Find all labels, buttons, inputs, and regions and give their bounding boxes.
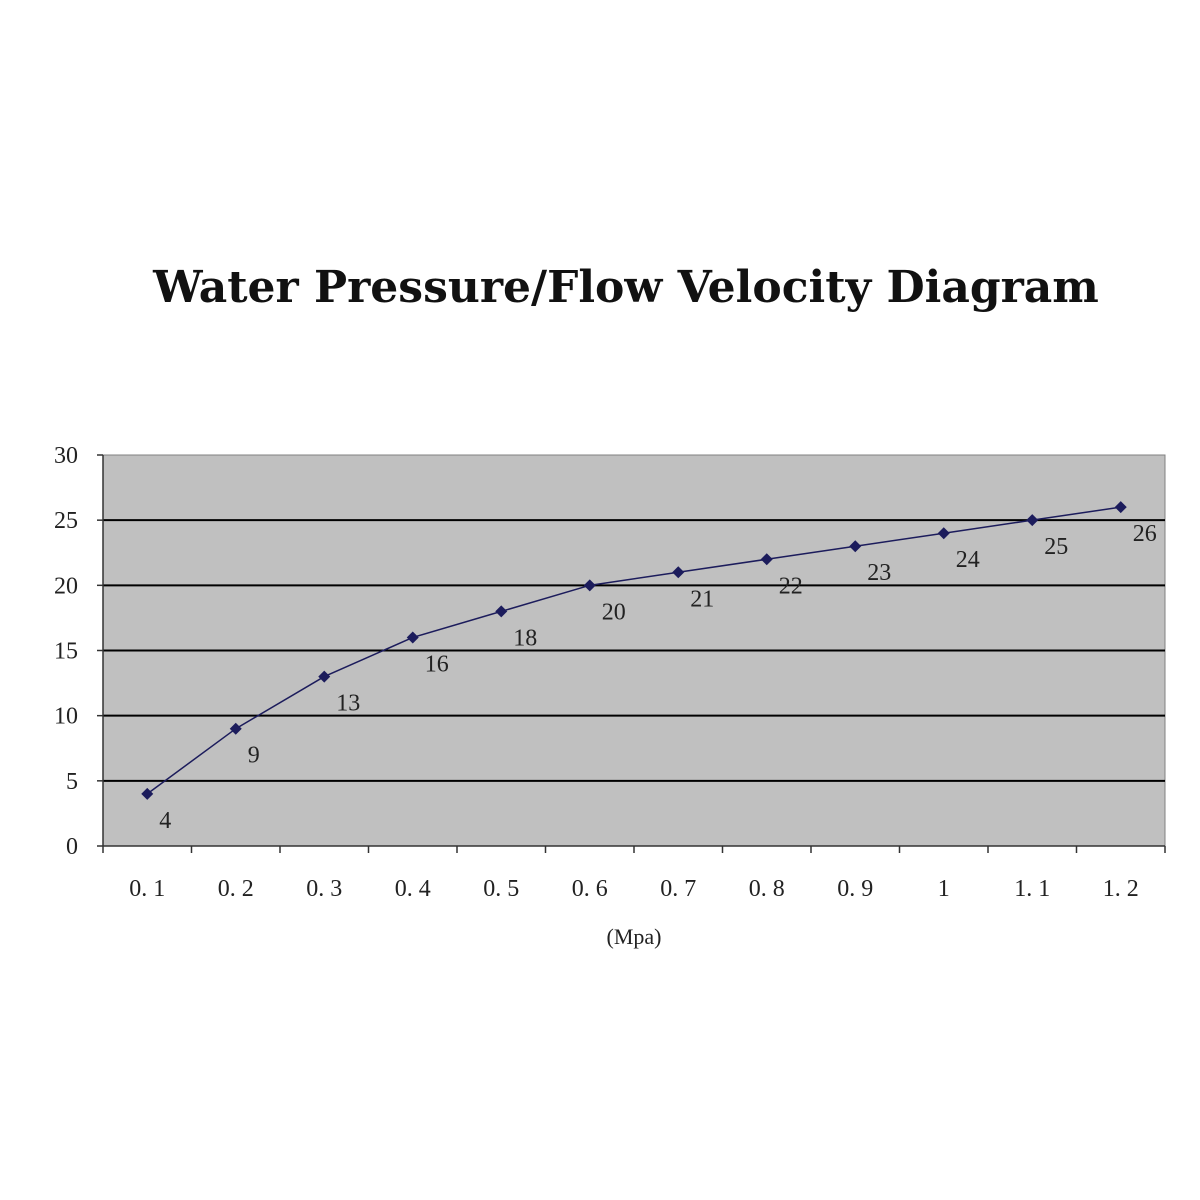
x-tick-label: 0. 2 <box>218 876 254 902</box>
x-tick-label: 0. 6 <box>572 876 608 902</box>
data-point-marker <box>1026 514 1039 527</box>
x-tick-label: 0. 7 <box>660 876 696 902</box>
data-label: 23 <box>867 560 891 586</box>
data-label: 9 <box>248 743 260 769</box>
data-label: 18 <box>513 625 537 651</box>
x-axis-label: (Mpa) <box>607 924 662 949</box>
x-tick-label: 0. 9 <box>837 876 873 902</box>
data-label: 16 <box>425 651 449 677</box>
data-point-marker <box>760 553 773 566</box>
series-group <box>141 501 1127 800</box>
x-tick-labels: 0. 1 0. 2 0. 3 0. 4 0. 5 0. 6 0. 7 0. 8 0. 9 1 1. … <box>129 876 1139 902</box>
x-tick-label: 0. 1 <box>129 876 165 902</box>
series-line <box>146 506 1121 795</box>
y-tick-labels: 0 5 10 15 20 25 30 <box>54 443 78 860</box>
data-point-marker <box>406 631 419 644</box>
data-point-marker <box>495 605 508 618</box>
data-point-marker <box>849 540 862 553</box>
data-point-marker <box>583 579 596 592</box>
x-tick-label: 1. 1 <box>1014 876 1050 902</box>
y-tick-label: 15 <box>54 639 78 665</box>
data-label: 13 <box>336 691 360 717</box>
data-label: 20 <box>602 599 626 625</box>
y-tick-label: 20 <box>54 573 78 599</box>
y-tick-label: 25 <box>54 508 78 534</box>
data-point-marker <box>141 787 154 800</box>
chart-title: Water Pressure/Flow Velocity Diagram <box>153 262 1099 313</box>
x-tick-label: 1. 2 <box>1103 876 1139 902</box>
axes-group <box>97 454 1166 853</box>
y-tick-label: 30 <box>54 443 78 469</box>
data-point-marker <box>672 566 685 579</box>
gridlines-group <box>103 519 1165 782</box>
x-tick-label: 0. 4 <box>395 876 431 902</box>
y-tick-label: 0 <box>66 834 78 860</box>
y-tick-label: 5 <box>66 769 78 795</box>
data-label: 26 <box>1133 521 1157 547</box>
data-point-marker <box>937 527 950 540</box>
data-labels-group: 4 9 13 16 18 20 21 22 23 24 25 26 <box>159 521 1157 834</box>
data-point-marker <box>229 722 242 735</box>
data-point-marker <box>1114 501 1127 514</box>
x-tick-label: 0. 5 <box>483 876 519 902</box>
x-tick-label: 0. 8 <box>749 876 785 902</box>
data-point-marker <box>318 670 331 683</box>
y-tick-label: 10 <box>54 704 78 730</box>
x-tick-label: 0. 3 <box>306 876 342 902</box>
x-tick-label: 1 <box>938 876 950 902</box>
data-label: 4 <box>159 808 171 834</box>
data-label: 22 <box>779 573 803 599</box>
data-label: 24 <box>956 547 980 573</box>
data-label: 25 <box>1044 534 1068 560</box>
data-label: 21 <box>690 586 714 612</box>
